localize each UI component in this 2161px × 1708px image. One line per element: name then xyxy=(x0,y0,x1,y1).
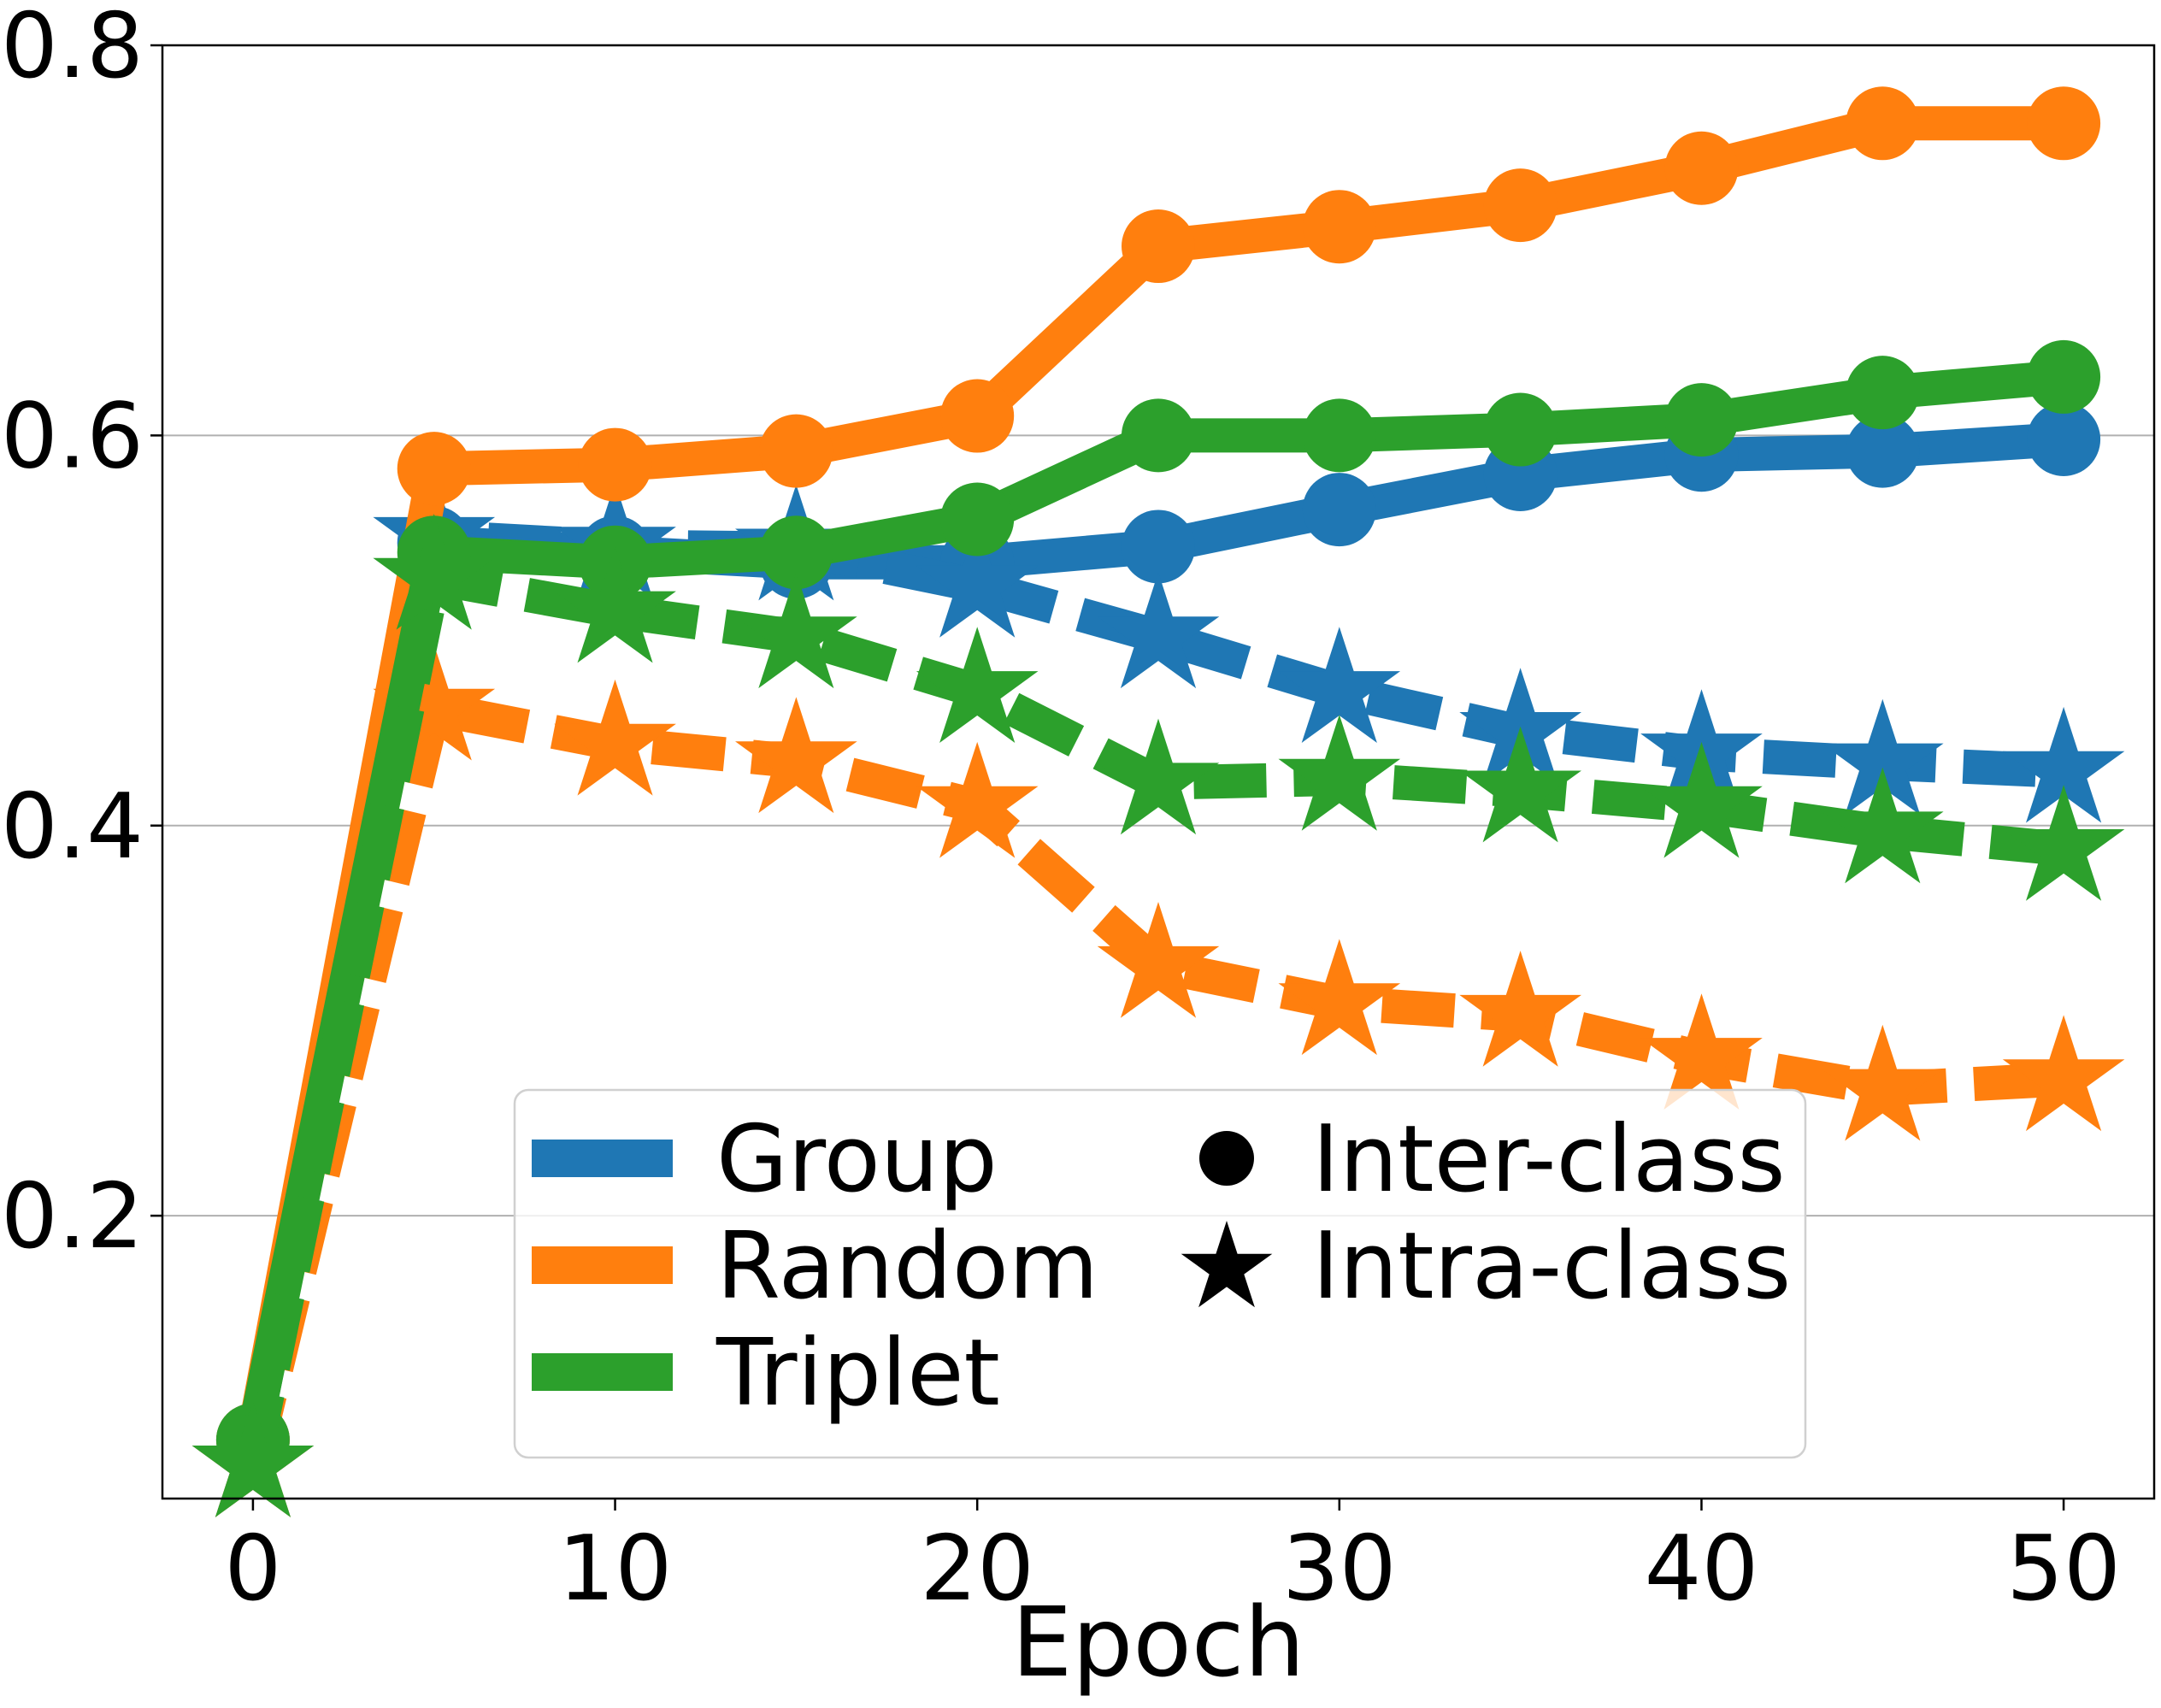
data-point-star xyxy=(191,1401,315,1517)
y-tick-label: 0.8 xyxy=(1,0,144,98)
data-point-circle xyxy=(1302,190,1376,264)
data-point-star xyxy=(2002,706,2125,823)
legend-star-marker xyxy=(1181,1221,1273,1308)
data-point-star xyxy=(735,572,857,689)
data-point-star xyxy=(916,521,1039,638)
data-point-star xyxy=(1097,572,1220,689)
data-point-star xyxy=(1821,767,1944,884)
data-point-star xyxy=(1278,715,1401,831)
data-point-circle xyxy=(759,414,833,488)
data-point-star xyxy=(735,697,857,814)
data-point-circle xyxy=(1846,414,1920,488)
legend-box xyxy=(513,1088,1807,1459)
legend-swatch-group xyxy=(532,1140,673,1177)
data-point-star xyxy=(916,741,1039,858)
x-axis-title: Epoch xyxy=(1012,1587,1305,1699)
data-point-star xyxy=(1640,741,1763,858)
data-point-star xyxy=(373,644,496,761)
data-point-circle xyxy=(2027,402,2101,476)
y-tick-label: 0.4 xyxy=(1,774,144,879)
data-point-star xyxy=(1821,698,1944,816)
data-point-circle xyxy=(759,515,833,590)
data-point-circle xyxy=(1122,209,1195,284)
x-tick-label: 10 xyxy=(558,1517,673,1621)
data-point-star xyxy=(1278,627,1401,743)
data-point-circle xyxy=(397,432,471,506)
data-point-star xyxy=(1278,939,1401,1056)
data-point-star xyxy=(2002,1015,2125,1132)
data-point-circle xyxy=(1846,356,1920,430)
data-point-star xyxy=(1097,718,1220,835)
data-point-circle xyxy=(2027,339,2101,414)
legend-swatch-triplet xyxy=(532,1353,673,1391)
series-group xyxy=(191,86,2125,1517)
legend-circle-marker xyxy=(1199,1131,1254,1186)
data-point-star xyxy=(916,627,1039,743)
x-tick-label: 30 xyxy=(1282,1517,1397,1621)
legend-label-intra-class: Intra-class xyxy=(1312,1213,1791,1320)
data-point-star xyxy=(554,546,676,663)
data-point-star xyxy=(1097,902,1220,1018)
data-point-circle xyxy=(2027,86,2101,161)
legend-label-random: Random xyxy=(716,1213,1098,1320)
data-point-circle xyxy=(1664,383,1739,457)
legend-swatch-random xyxy=(532,1246,673,1284)
data-point-circle xyxy=(1122,509,1195,584)
data-point-circle xyxy=(1302,473,1376,547)
data-point-circle xyxy=(1664,131,1739,205)
series-random-inter-class xyxy=(215,86,2101,1477)
data-point-circle xyxy=(1846,86,1920,161)
x-tick-label: 50 xyxy=(2006,1517,2121,1621)
y-tick-label: 0.6 xyxy=(1,384,144,488)
data-point-star xyxy=(1640,993,1763,1110)
legend-label-group: Group xyxy=(716,1106,998,1213)
axis-ticks: 0.2 0.4 0.6 0.8 0 10 20 30 40 50 xyxy=(1,0,2121,1621)
data-point-circle xyxy=(1302,398,1376,473)
data-point-circle xyxy=(940,482,1015,557)
y-tick-label: 0.2 xyxy=(1,1164,144,1269)
series-triplet-intra-class xyxy=(191,514,2125,1517)
data-point-circle xyxy=(1122,398,1195,473)
x-tick-label: 20 xyxy=(920,1517,1034,1621)
data-point-star xyxy=(554,679,676,796)
data-point-circle xyxy=(578,427,652,502)
data-point-star xyxy=(2002,785,2125,901)
legend-label-inter-class: Inter-class xyxy=(1312,1106,1786,1213)
data-point-circle xyxy=(1483,392,1557,467)
x-tick-label: 40 xyxy=(1645,1517,1759,1621)
data-point-star xyxy=(1459,951,1581,1067)
data-point-circle xyxy=(1483,168,1557,243)
data-point-star xyxy=(1459,668,1581,784)
legend-label-triplet: Triplet xyxy=(715,1320,1000,1427)
data-point-star xyxy=(1459,726,1581,843)
x-tick-label: 0 xyxy=(225,1517,282,1621)
data-point-circle xyxy=(940,379,1015,453)
data-point-star xyxy=(1821,1024,1944,1141)
data-point-star xyxy=(373,514,496,630)
plot-frame xyxy=(161,44,2156,1500)
